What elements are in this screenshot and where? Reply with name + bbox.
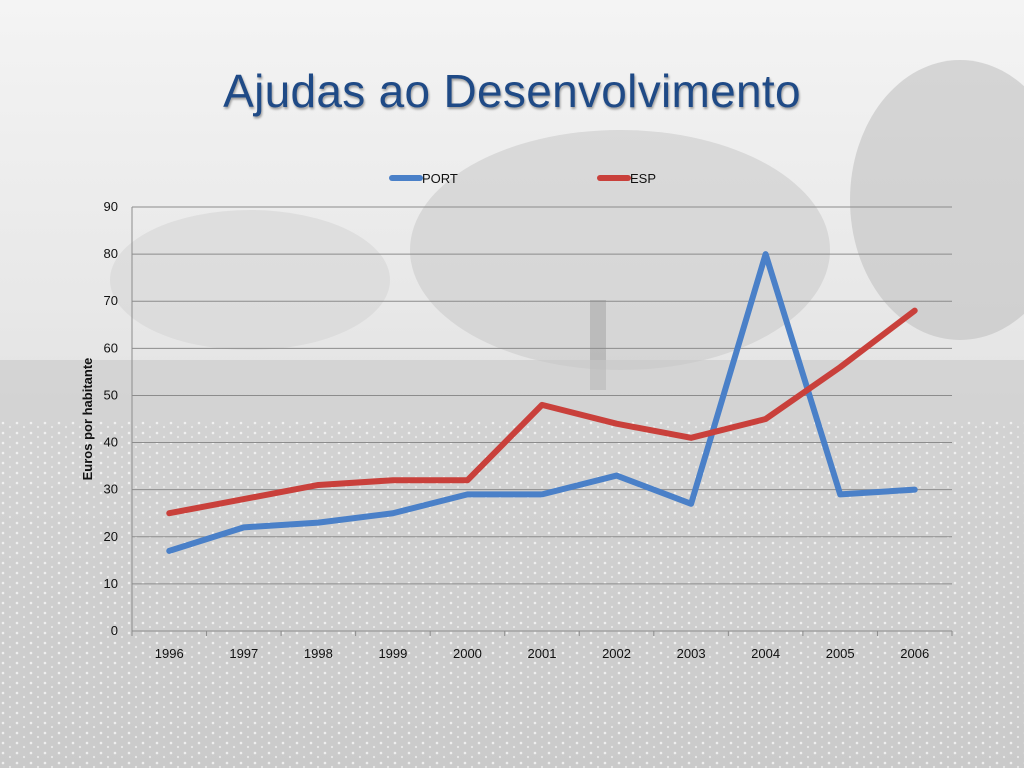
y-tick-label: 20 [104, 529, 118, 544]
x-tick-label: 1997 [229, 646, 258, 661]
x-tick-label: 1999 [378, 646, 407, 661]
y-tick-label: 90 [104, 199, 118, 214]
y-tick-label: 10 [104, 576, 118, 591]
axis-layer: 0 10 20 30 40 50 60 70 80 90 1996 1997 1998 1999 2000 2… [104, 199, 953, 661]
y-tick-label: 50 [104, 387, 118, 402]
series-layer [166, 251, 918, 554]
x-tick-label: 2001 [528, 646, 557, 661]
x-tick-label: 2004 [751, 646, 780, 661]
y-tick-label: 60 [104, 340, 118, 355]
x-tick-label: 2002 [602, 646, 631, 661]
y-tick-label: 30 [104, 482, 118, 497]
legend: PORT ESP [389, 171, 656, 186]
x-tick-label: 2005 [826, 646, 855, 661]
x-tick-label: 2000 [453, 646, 482, 661]
x-tick-label: 2006 [900, 646, 929, 661]
y-tick-label: 80 [104, 246, 118, 261]
y-tick-label: 40 [104, 435, 118, 450]
x-tick-label: 1996 [155, 646, 184, 661]
y-tick-label: 70 [104, 293, 118, 308]
legend-label-esp: ESP [630, 171, 656, 186]
x-tick-label: 2003 [677, 646, 706, 661]
series-line-esp [166, 307, 918, 517]
grid-layer [132, 206, 952, 632]
y-tick-label: 0 [111, 623, 118, 638]
y-axis-label: Euros por habitante [80, 358, 95, 481]
x-tick-label: 1998 [304, 646, 333, 661]
legend-label-port: PORT [422, 171, 458, 186]
slide-title: Ajudas ao Desenvolvimento [223, 65, 801, 117]
